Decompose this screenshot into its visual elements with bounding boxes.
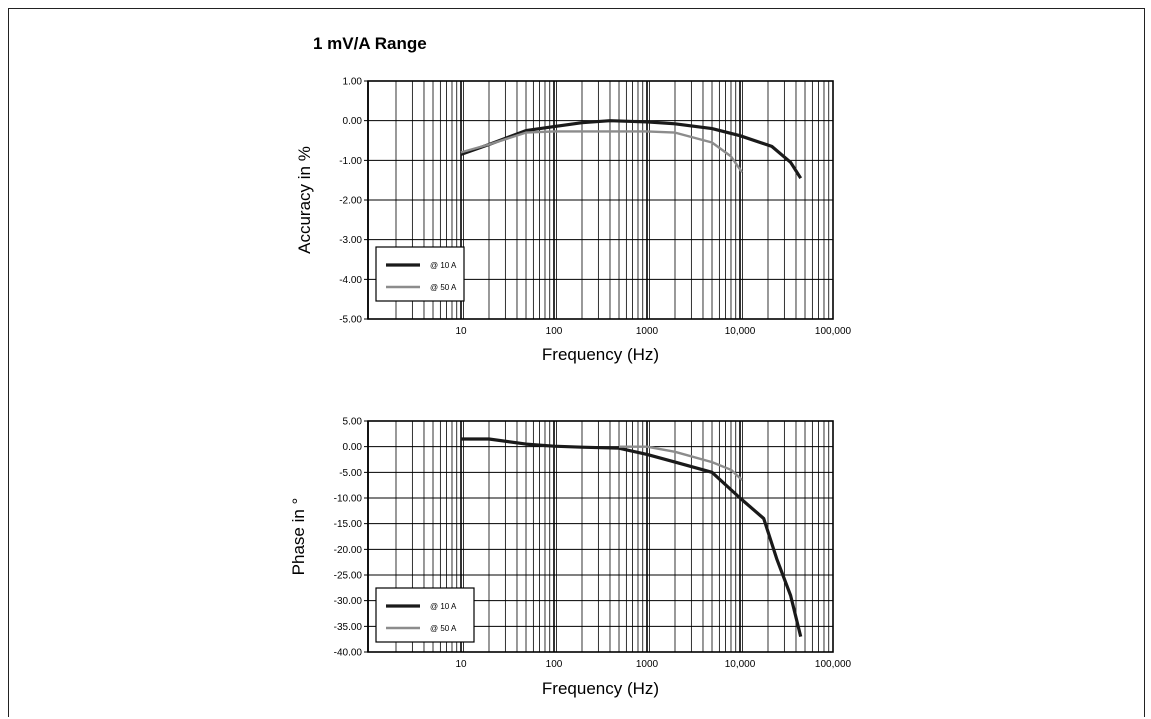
- x-tick-label: 100,000: [815, 326, 852, 337]
- y-tick-label: -5.00: [339, 315, 362, 326]
- series-line-10a: [461, 437, 803, 637]
- x-tick-label: 10,000: [725, 659, 756, 670]
- legend-box: [375, 587, 475, 643]
- y-tick-label: 5.00: [343, 417, 363, 428]
- page-title: 1 mV/A Range: [313, 34, 427, 53]
- x-axis-label: Frequency (Hz): [542, 679, 659, 698]
- figure-frame: [8, 8, 1145, 717]
- phase-chart: 5.00 0.00 -5.00 -10.00 -15.00 -20.00 -25.00 -30…: [289, 417, 852, 699]
- legend-label: @ 50 A: [430, 283, 457, 292]
- y-tick-label: -20.00: [334, 545, 363, 556]
- y-tick-label: -1.00: [339, 156, 362, 167]
- x-tick-label: 100: [546, 326, 563, 337]
- accuracy-chart: 1.00 0.00 -1.00 -2.00 -3.00 -4.00 -5.00 10 100 10…: [295, 77, 852, 365]
- y-tick-label: -10.00: [334, 494, 363, 505]
- x-tick-label: 1000: [636, 659, 659, 670]
- y-tick-label: -15.00: [334, 519, 363, 530]
- y-tick-label: -5.00: [339, 468, 362, 479]
- y-tick-label: 1.00: [343, 77, 363, 88]
- x-tick-label: 100,000: [815, 659, 852, 670]
- y-tick-label: 0.00: [343, 442, 363, 453]
- series-line-50a: [460, 130, 743, 173]
- y-tick-label: -4.00: [339, 275, 362, 286]
- y-axis-label: Phase in °: [289, 498, 308, 576]
- series-line-10a: [460, 119, 803, 180]
- y-tick-label: -40.00: [334, 648, 363, 659]
- series-line-50a: [619, 445, 743, 481]
- legend-label: @ 10 A: [430, 602, 457, 611]
- plot-frame: [367, 420, 834, 653]
- x-tick-label: 100: [546, 659, 563, 670]
- x-tick-label: 1000: [636, 326, 659, 337]
- y-tick-label: -3.00: [339, 235, 362, 246]
- y-tick-label: -25.00: [334, 571, 363, 582]
- legend-label: @ 50 A: [430, 624, 457, 633]
- plot-frame: [367, 80, 834, 320]
- y-tick-label: -35.00: [334, 622, 363, 633]
- y-tick-label: -2.00: [339, 196, 362, 207]
- y-axis-label: Accuracy in %: [295, 146, 314, 254]
- legend-box: [375, 246, 465, 302]
- x-axis-label: Frequency (Hz): [542, 345, 659, 364]
- x-tick-label: 10: [455, 326, 467, 337]
- y-tick-label: 0.00: [343, 116, 363, 127]
- legend-label: @ 10 A: [430, 261, 457, 270]
- y-tick-label: -30.00: [334, 596, 363, 607]
- x-tick-label: 10,000: [725, 326, 756, 337]
- x-tick-label: 10: [455, 659, 467, 670]
